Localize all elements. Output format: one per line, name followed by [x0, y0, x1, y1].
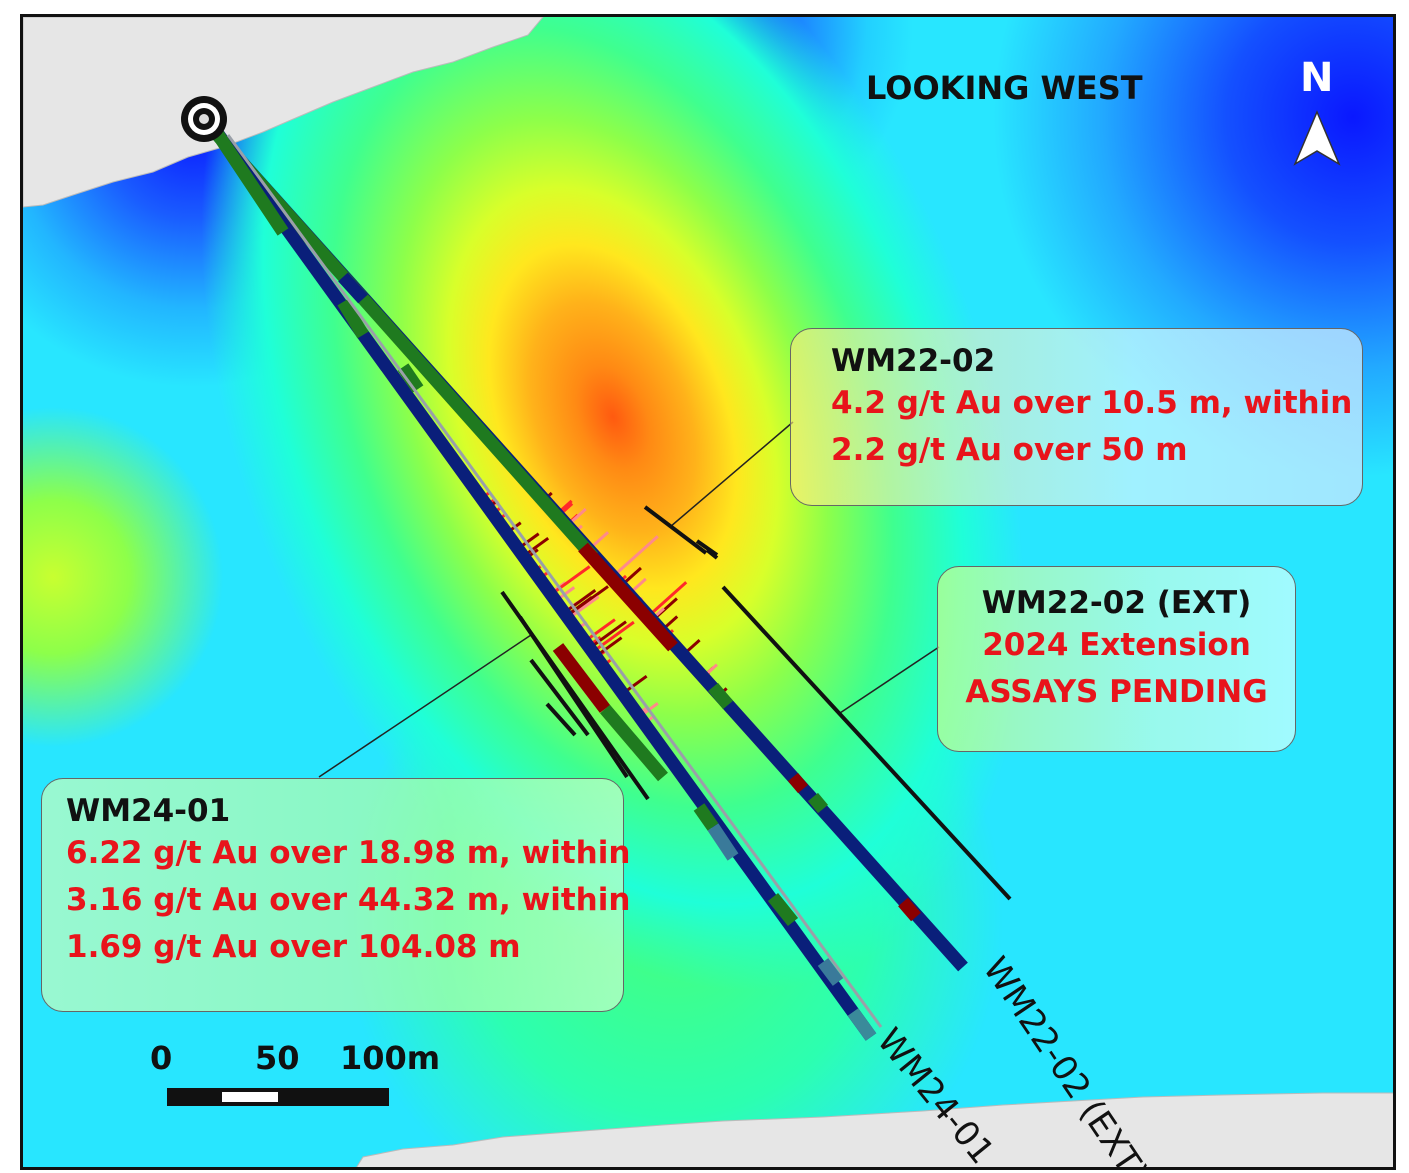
callout-line: ASSAYS PENDING	[965, 673, 1268, 710]
callout-wm22-02-ext: WM22-02 (EXT) 2024 Extension ASSAYS PEND…	[937, 566, 1296, 752]
leader-line-wm22-02	[669, 421, 794, 528]
assay-tick	[591, 620, 635, 654]
assay-tick	[588, 620, 627, 650]
leader-line-wm24-01	[318, 634, 532, 778]
no-data-area-top	[23, 17, 544, 208]
north-arrow-icon	[1293, 110, 1341, 166]
callout-title: WM22-02	[831, 343, 996, 379]
orientation-label: LOOKING WEST	[866, 69, 1143, 107]
assay-tick	[612, 535, 659, 578]
scale-bar	[167, 1088, 389, 1106]
no-data-area-bottom	[356, 1092, 1393, 1167]
callout-line: 4.2 g/t Au over 10.5 m, within	[831, 384, 1353, 421]
callout-line: 1.69 g/t Au over 104.08 m	[66, 928, 521, 965]
callout-title: WM24-01	[66, 793, 231, 829]
map-frame: LOOKING WEST N WM22-02 4.2 g/t Au over 1…	[20, 14, 1396, 1170]
north-label: N	[1300, 55, 1334, 101]
assay-tick	[647, 581, 688, 618]
callout-line: 6.22 g/t Au over 18.98 m, within	[66, 834, 631, 871]
drill-trace-wm24-01	[207, 123, 883, 1041]
callout-line: 3.16 g/t Au over 44.32 m, within	[66, 881, 631, 918]
leader-line-wm22-02-ext	[839, 646, 940, 714]
scale-label-100m: 100m	[340, 1039, 441, 1077]
intercept-bars	[500, 505, 1012, 901]
collar-icon	[181, 96, 227, 142]
scale-label-50: 50	[255, 1039, 300, 1077]
scale-label-0: 0	[150, 1039, 173, 1077]
callout-title: WM22-02 (EXT)	[981, 585, 1252, 621]
callout-wm22-02: WM22-02 4.2 g/t Au over 10.5 m, within 2…	[790, 328, 1363, 506]
callout-wm24-01: WM24-01 6.22 g/t Au over 18.98 m, within…	[41, 778, 631, 1012]
callout-line: 2024 Extension	[982, 626, 1251, 663]
callout-line: 2.2 g/t Au over 50 m	[831, 431, 1188, 468]
assay-tick	[550, 565, 591, 596]
